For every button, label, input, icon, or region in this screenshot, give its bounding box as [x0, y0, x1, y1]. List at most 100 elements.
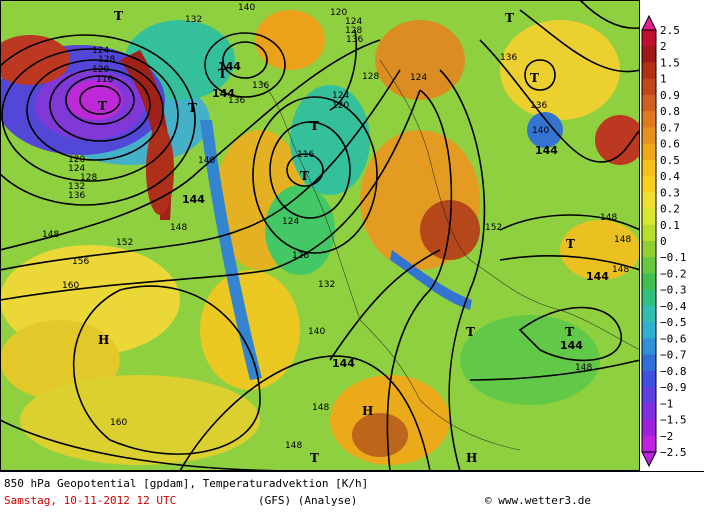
- footer: 850 hPa Geopotential [gpdam], Temperatur…: [0, 471, 704, 514]
- low-marker: T: [310, 119, 319, 133]
- contour-label: 148: [614, 235, 631, 245]
- contour-label: 128: [345, 26, 362, 36]
- copyright[interactable]: © www.wetter3.de: [485, 494, 591, 507]
- contour-label: 124: [92, 46, 109, 56]
- contour-label: 144: [182, 193, 205, 206]
- contour-label: 144: [212, 87, 235, 100]
- contour-label: 120: [330, 8, 347, 18]
- low-marker: T: [310, 451, 319, 465]
- contour-label: 148: [312, 403, 329, 413]
- contour-label: 144: [535, 144, 558, 157]
- contour-label: 148: [170, 223, 187, 233]
- contour-label: 124: [410, 73, 427, 83]
- contour-label: 148: [285, 441, 302, 451]
- high-marker: H: [98, 333, 109, 347]
- scale-label: 0.9: [660, 89, 680, 102]
- scale-label: −0.5: [660, 316, 687, 329]
- low-marker: T: [530, 71, 539, 85]
- low-marker: T: [98, 99, 107, 113]
- contour-label: 160: [110, 418, 127, 428]
- contour-label: 136: [346, 35, 363, 45]
- scale-swatch: [642, 419, 656, 437]
- scale-label: 0.2: [660, 203, 680, 216]
- scale-label: 0.5: [660, 154, 680, 167]
- scale-label: −0.8: [660, 365, 687, 378]
- low-marker: T: [114, 9, 123, 23]
- scale-swatch: [642, 273, 656, 291]
- geopotential-contours: [0, 0, 640, 471]
- scale-label: −0.9: [660, 381, 687, 394]
- low-marker: T: [300, 169, 309, 183]
- contour-label: 148: [612, 265, 629, 275]
- high-marker: H: [362, 404, 373, 418]
- contour-label: 120: [92, 65, 109, 75]
- color-scale-bars: [641, 14, 657, 468]
- scale-label: 0.8: [660, 105, 680, 118]
- scale-label: 0.7: [660, 121, 680, 134]
- contour-label: 136: [500, 53, 517, 63]
- scale-label: −2.5: [660, 446, 687, 459]
- low-marker: T: [505, 11, 514, 25]
- contour-label: 116: [297, 150, 314, 160]
- contour-label: 120: [68, 155, 85, 165]
- contour-label: 124: [332, 91, 349, 101]
- scale-label: 0.3: [660, 186, 680, 199]
- scale-swatch: [642, 370, 656, 388]
- scale-label: 2.5: [660, 24, 680, 37]
- scale-label: −0.4: [660, 300, 687, 313]
- map-frame: [0, 0, 640, 471]
- coastlines: [259, 59, 640, 451]
- model-label: (GFS) (Analyse): [258, 494, 358, 507]
- contour-label: 144: [332, 357, 355, 370]
- low-marker: T: [188, 101, 197, 115]
- contour-labels: 132 140 120 124 128 124 120 116 128 136 …: [42, 3, 631, 451]
- scale-swatch: [642, 94, 656, 112]
- scale-label: −1.5: [660, 414, 687, 427]
- contour-label: 120: [332, 101, 349, 111]
- color-scale-labels: 2.5 2 1.5 1 0.9 0.8 0.7 0.6 0.5 0.4 0.3 0.2 0.1 0 −0.1…: [660, 24, 687, 459]
- scale-swatch: [642, 435, 656, 453]
- contour-label: 136: [530, 101, 547, 111]
- map-title: 850 hPa Geopotential [gpdam], Temperatur…: [4, 477, 369, 490]
- scale-swatch: [642, 127, 656, 145]
- scale-label: −2: [660, 430, 673, 443]
- contour-label: 124: [68, 164, 85, 174]
- contour-label: 116: [96, 75, 113, 85]
- scale-swatch: [642, 241, 656, 258]
- low-marker: T: [566, 237, 575, 251]
- scale-swatch: [642, 289, 656, 307]
- contour-label: 140: [308, 327, 325, 337]
- scale-swatch: [642, 305, 656, 323]
- contour-label: 152: [485, 223, 502, 233]
- map-date: Samstag, 10-11-2012 12 UTC: [4, 494, 177, 507]
- scale-label: −0.2: [660, 267, 687, 280]
- scale-swatch: [642, 387, 656, 404]
- contour-label: 140: [532, 126, 549, 136]
- scale-label: 1.5: [660, 56, 680, 69]
- advection-field: [0, 10, 640, 465]
- contour-label: 156: [72, 257, 89, 267]
- scale-swatch: [642, 143, 656, 161]
- scale-swatch: [642, 322, 656, 339]
- contour-label: 148: [42, 230, 59, 240]
- scale-label: 1: [660, 73, 667, 86]
- low-marker: T: [218, 67, 227, 81]
- contour-label: 128: [292, 251, 309, 261]
- scale-swatch: [642, 224, 656, 242]
- scale-label: 0.4: [660, 170, 680, 183]
- scale-swatch: [642, 78, 656, 96]
- scale-swatch: [642, 46, 656, 63]
- scale-label: −0.3: [660, 284, 687, 297]
- contour-label: 132: [68, 182, 85, 192]
- scale-frame: [641, 29, 657, 453]
- scale-swatch: [642, 159, 656, 177]
- contour-label: 160: [62, 281, 79, 291]
- scale-swatch: [642, 403, 656, 421]
- contour-label: 132: [318, 280, 335, 290]
- contour-label: 128: [80, 173, 97, 183]
- low-marker: T: [466, 325, 475, 339]
- contour-label: 124: [345, 17, 362, 27]
- scale-swatch: [642, 208, 656, 226]
- scale-arrow-top: [641, 14, 657, 31]
- scale-label: −0.6: [660, 332, 687, 345]
